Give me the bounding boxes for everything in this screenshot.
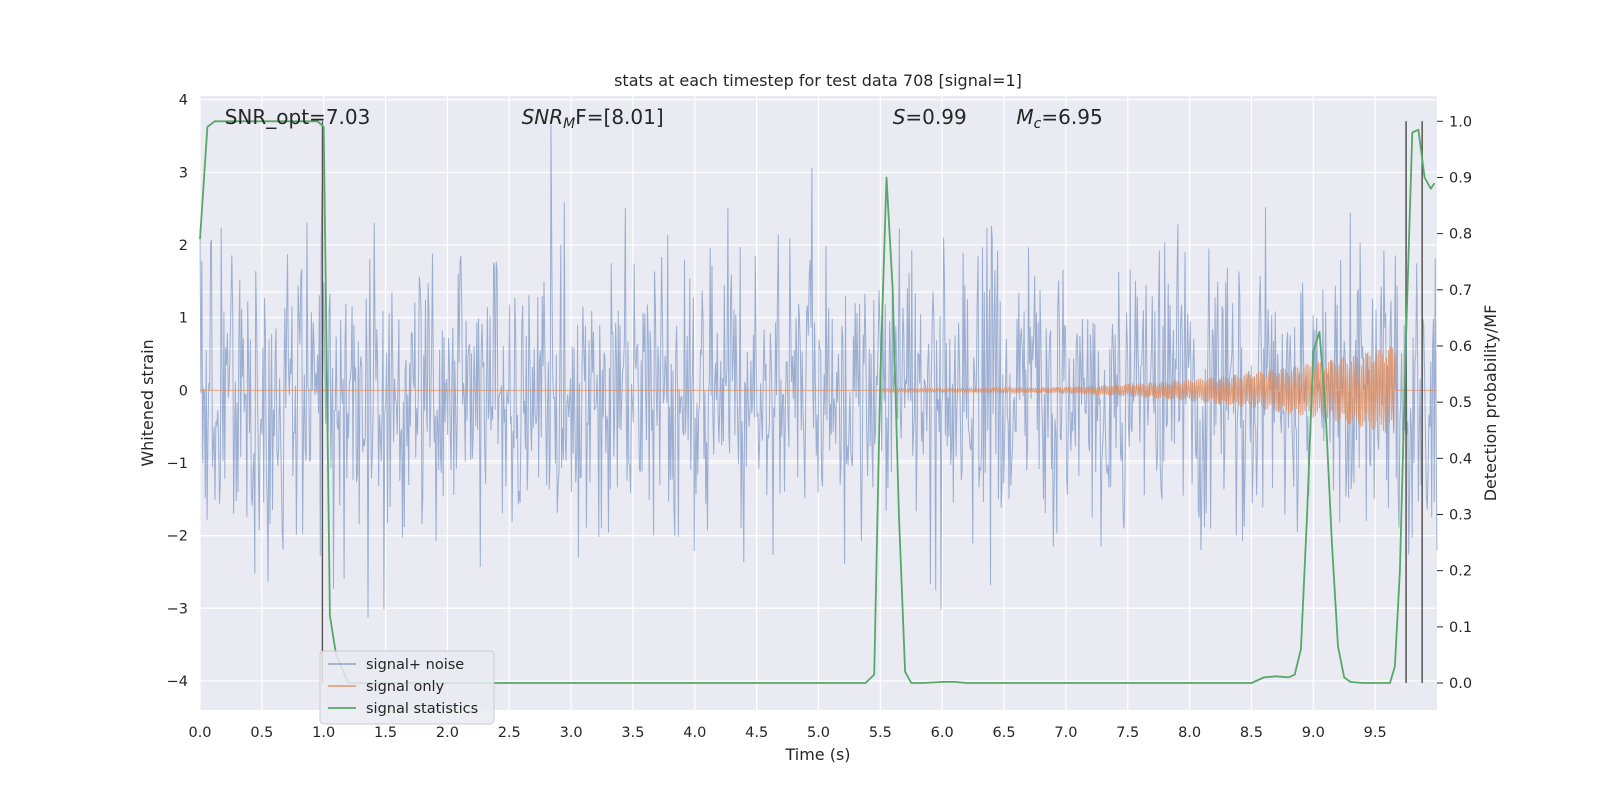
x-tick-label-3: 1.5 [374, 725, 397, 741]
series-signal-only [200, 346, 1437, 433]
y-left-tick-label-8: 4 [179, 93, 188, 109]
y-right-tick-label-10: 1.0 [1449, 114, 1472, 130]
y-right-tick-label-9: 0.9 [1449, 170, 1472, 186]
noise-line [199, 125, 1438, 618]
x-tick-label-5: 2.5 [498, 725, 521, 741]
x-tick-label-10: 5.0 [807, 725, 830, 741]
y-right-tick-label-8: 0.8 [1449, 227, 1472, 243]
x-tick-label-17: 8.5 [1240, 725, 1263, 741]
x-tick-label-6: 3.0 [560, 725, 583, 741]
legend-label-2: signal statistics [366, 701, 478, 717]
y-right-tick-label-4: 0.4 [1449, 451, 1472, 467]
annotation-1: SNRMF=[8.01] [522, 105, 664, 132]
vertical-markers [321, 121, 1423, 684]
x-tick-label-15: 7.5 [1116, 725, 1139, 741]
y-right-axis-ticks: 0.0 0.1 0.2 0.3 0.4 0.5 0.6 0.7 0.8 0.9 1.0 [1437, 114, 1472, 692]
y-left-tick-label-6: 2 [179, 238, 188, 254]
y-left-tick-label-2: −2 [167, 529, 188, 545]
y-left-tick-label-1: −3 [167, 601, 188, 617]
x-tick-label-14: 7.0 [1054, 725, 1077, 741]
y-left-tick-label-7: 3 [179, 165, 188, 181]
y-left-tick-label-4: 0 [179, 383, 188, 399]
legend-label-1: signal only [366, 679, 445, 695]
y-right-tick-label-1: 0.1 [1449, 620, 1472, 636]
legend: signal+ noise signal only signal statistic… [319, 650, 495, 725]
x-tick-label-1: 0.5 [250, 725, 273, 741]
x-tick-label-9: 4.5 [745, 725, 768, 741]
x-tick-label-18: 9.0 [1302, 725, 1325, 741]
x-tick-label-13: 6.5 [993, 725, 1016, 741]
y-right-tick-label-7: 0.7 [1449, 283, 1472, 299]
series-signal-statistics [199, 120, 1436, 684]
x-tick-label-11: 5.5 [869, 725, 892, 741]
annotation-3: Mc=6.95 [1016, 105, 1102, 132]
x-tick-label-19: 9.5 [1364, 725, 1387, 741]
annotation-0: SNR_opt=7.03 [225, 105, 371, 129]
x-tick-label-2: 1.0 [312, 725, 335, 741]
y-right-tick-label-0: 0.0 [1449, 676, 1472, 692]
x-tick-label-4: 2.0 [436, 725, 459, 741]
x-axis-label: Time (s) [784, 745, 850, 764]
x-axis-ticks: 0.0 0.5 1.0 1.5 2.0 2.5 3.0 3.5 4.0 4.5 5.0 5.5 6.0 6… [188, 725, 1386, 741]
chirp-line [200, 346, 1437, 433]
chart-title: stats at each timestep for test data 708… [614, 71, 1022, 90]
y-right-tick-label-2: 0.2 [1449, 564, 1472, 580]
y-right-tick-label-3: 0.3 [1449, 508, 1472, 524]
x-tick-label-0: 0.0 [188, 725, 211, 741]
y-left-axis-label: Whitened strain [138, 339, 157, 466]
series-signal-noise [199, 125, 1438, 618]
y-right-tick-label-6: 0.6 [1449, 339, 1472, 355]
x-tick-label-7: 3.5 [621, 725, 644, 741]
y-left-axis-ticks: −4 −3 −2 −1 0 1 2 3 4 [167, 93, 188, 690]
y-right-tick-label-5: 0.5 [1449, 395, 1472, 411]
y-left-tick-label-5: 1 [179, 311, 188, 327]
legend-label-0: signal+ noise [366, 657, 464, 673]
y-right-axis-label: Detection probability/MF [1481, 305, 1500, 502]
y-left-tick-label-3: −1 [167, 456, 188, 472]
legend-box [319, 650, 495, 725]
annotation-2: S=0.99 [893, 105, 967, 129]
y-left-tick-label-0: −4 [167, 674, 188, 690]
statistics-line [199, 120, 1436, 684]
x-tick-label-8: 4.0 [683, 725, 706, 741]
x-tick-label-12: 6.0 [931, 725, 954, 741]
x-tick-label-16: 8.0 [1178, 725, 1201, 741]
annotations: SNR_opt=7.03 SNRMF=[8.01] S=0.99 Mc=6.95 [225, 105, 1103, 132]
